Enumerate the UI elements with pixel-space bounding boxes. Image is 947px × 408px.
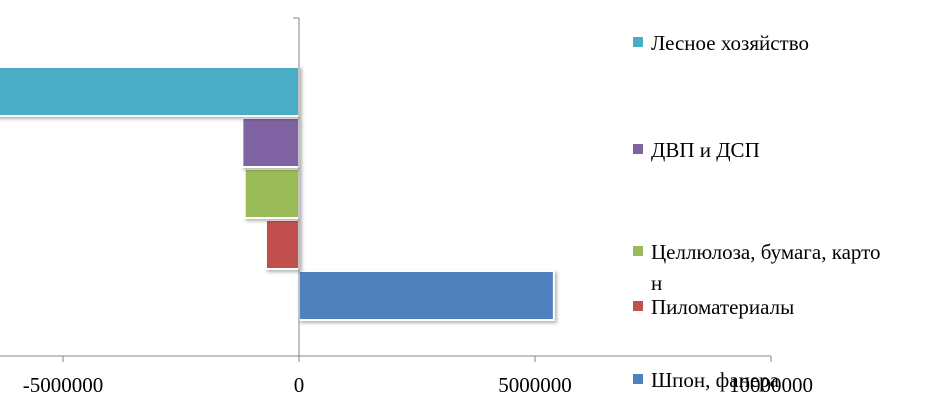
bar-2 <box>243 168 300 219</box>
legend-label: н <box>651 271 662 295</box>
legend-item: Шпон, фанера <box>633 368 780 392</box>
bars-group <box>0 66 555 321</box>
legend: Лесное хозяйство ДВП и ДСП Целлюлоза, бума… <box>633 31 881 392</box>
legend-item: Пиломатериалы <box>633 295 794 319</box>
bar-1 <box>264 219 300 270</box>
legend-marker <box>633 37 643 47</box>
legend-label: ДВП и ДСП <box>651 138 760 162</box>
bar-3 <box>241 117 300 168</box>
legend-label: Шпон, фанера <box>651 368 780 392</box>
axes-group <box>0 17 772 362</box>
x-tick-label: -5000000 <box>23 373 104 397</box>
legend-label: Лесное хозяйство <box>651 31 809 55</box>
legend-item: Целлюлоза, бумага, карто н <box>633 240 881 295</box>
legend-marker <box>633 144 643 154</box>
x-tick-label: 10000000 <box>729 373 813 397</box>
legend-marker <box>633 246 643 256</box>
legend-item: Лесное хозяйство <box>633 31 809 55</box>
x-tick-label: 0 <box>294 373 305 397</box>
bar-0 <box>298 270 555 321</box>
bar-4 <box>0 66 300 117</box>
legend-label: Пиломатериалы <box>651 295 794 319</box>
legend-marker <box>633 374 643 384</box>
x-tick-label: 5000000 <box>498 373 572 397</box>
legend-marker <box>633 301 643 311</box>
legend-label: Целлюлоза, бумага, карто <box>651 240 881 264</box>
legend-item: ДВП и ДСП <box>633 138 760 162</box>
